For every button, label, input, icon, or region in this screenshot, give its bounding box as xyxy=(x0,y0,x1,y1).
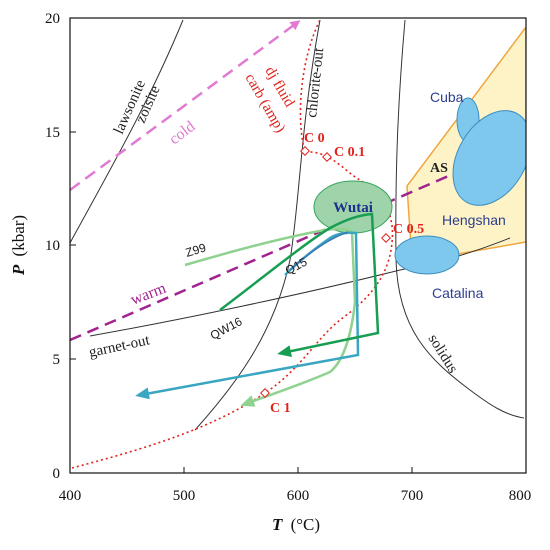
warm-gradient-arrow xyxy=(70,142,524,342)
chlorite-out-label: chlorite-out xyxy=(304,46,327,118)
q15-path-inner xyxy=(289,231,349,271)
c01-label: C 0.1 xyxy=(334,145,365,160)
hengshan-field xyxy=(452,110,526,206)
wutai-label: Wutai xyxy=(333,200,373,216)
garnet-out-label: garnet-out xyxy=(88,332,152,361)
y-ticks xyxy=(70,17,76,474)
y-tick-label: 5 xyxy=(53,352,61,368)
cold-label: cold xyxy=(166,118,198,148)
x-tick-label: 500 xyxy=(173,488,196,504)
catalina-label: Catalina xyxy=(432,285,484,301)
cold-gradient-arrow xyxy=(70,20,301,192)
marker-c0 xyxy=(300,146,310,156)
x-axis-title: T (°C) xyxy=(272,515,320,534)
q15-path xyxy=(135,231,360,400)
c05-label: C 0.5 xyxy=(393,222,424,237)
chlorite-out-curve xyxy=(194,19,321,431)
cuba-label: Cuba xyxy=(430,89,464,105)
qw16-path xyxy=(219,212,380,358)
warm-label: warm xyxy=(128,280,169,309)
lawsonite-zoisite-curve xyxy=(70,19,184,244)
x-tick-label: 400 xyxy=(59,488,82,504)
z99-label: Z99 xyxy=(184,240,208,260)
y-tick-label: 15 xyxy=(45,125,60,141)
hengshan-label: Hengshan xyxy=(442,212,506,228)
z99-path xyxy=(184,227,357,407)
x-tick-label: 800 xyxy=(509,488,532,504)
x-ticks xyxy=(69,467,527,473)
solidus-curve xyxy=(395,19,525,419)
y-axis-title: P (kbar) xyxy=(9,215,28,276)
as-label: AS xyxy=(430,161,448,176)
catalina-field xyxy=(394,235,460,275)
x-tick-label: 600 xyxy=(287,488,310,504)
dj-fluid-carb-curve xyxy=(71,19,394,469)
y-tick-label: 10 xyxy=(45,238,60,254)
x-tick-label: 700 xyxy=(401,488,424,504)
y-tick-label: 20 xyxy=(45,11,60,27)
y-tick-label: 0 xyxy=(53,466,61,482)
marker-c1 xyxy=(260,388,270,398)
c1-label: C 1 xyxy=(270,401,291,416)
c0-label: C 0 xyxy=(304,131,325,146)
marker-c01 xyxy=(322,152,332,162)
qw16-label: QW16 xyxy=(208,314,245,342)
marker-c05 xyxy=(381,233,391,243)
